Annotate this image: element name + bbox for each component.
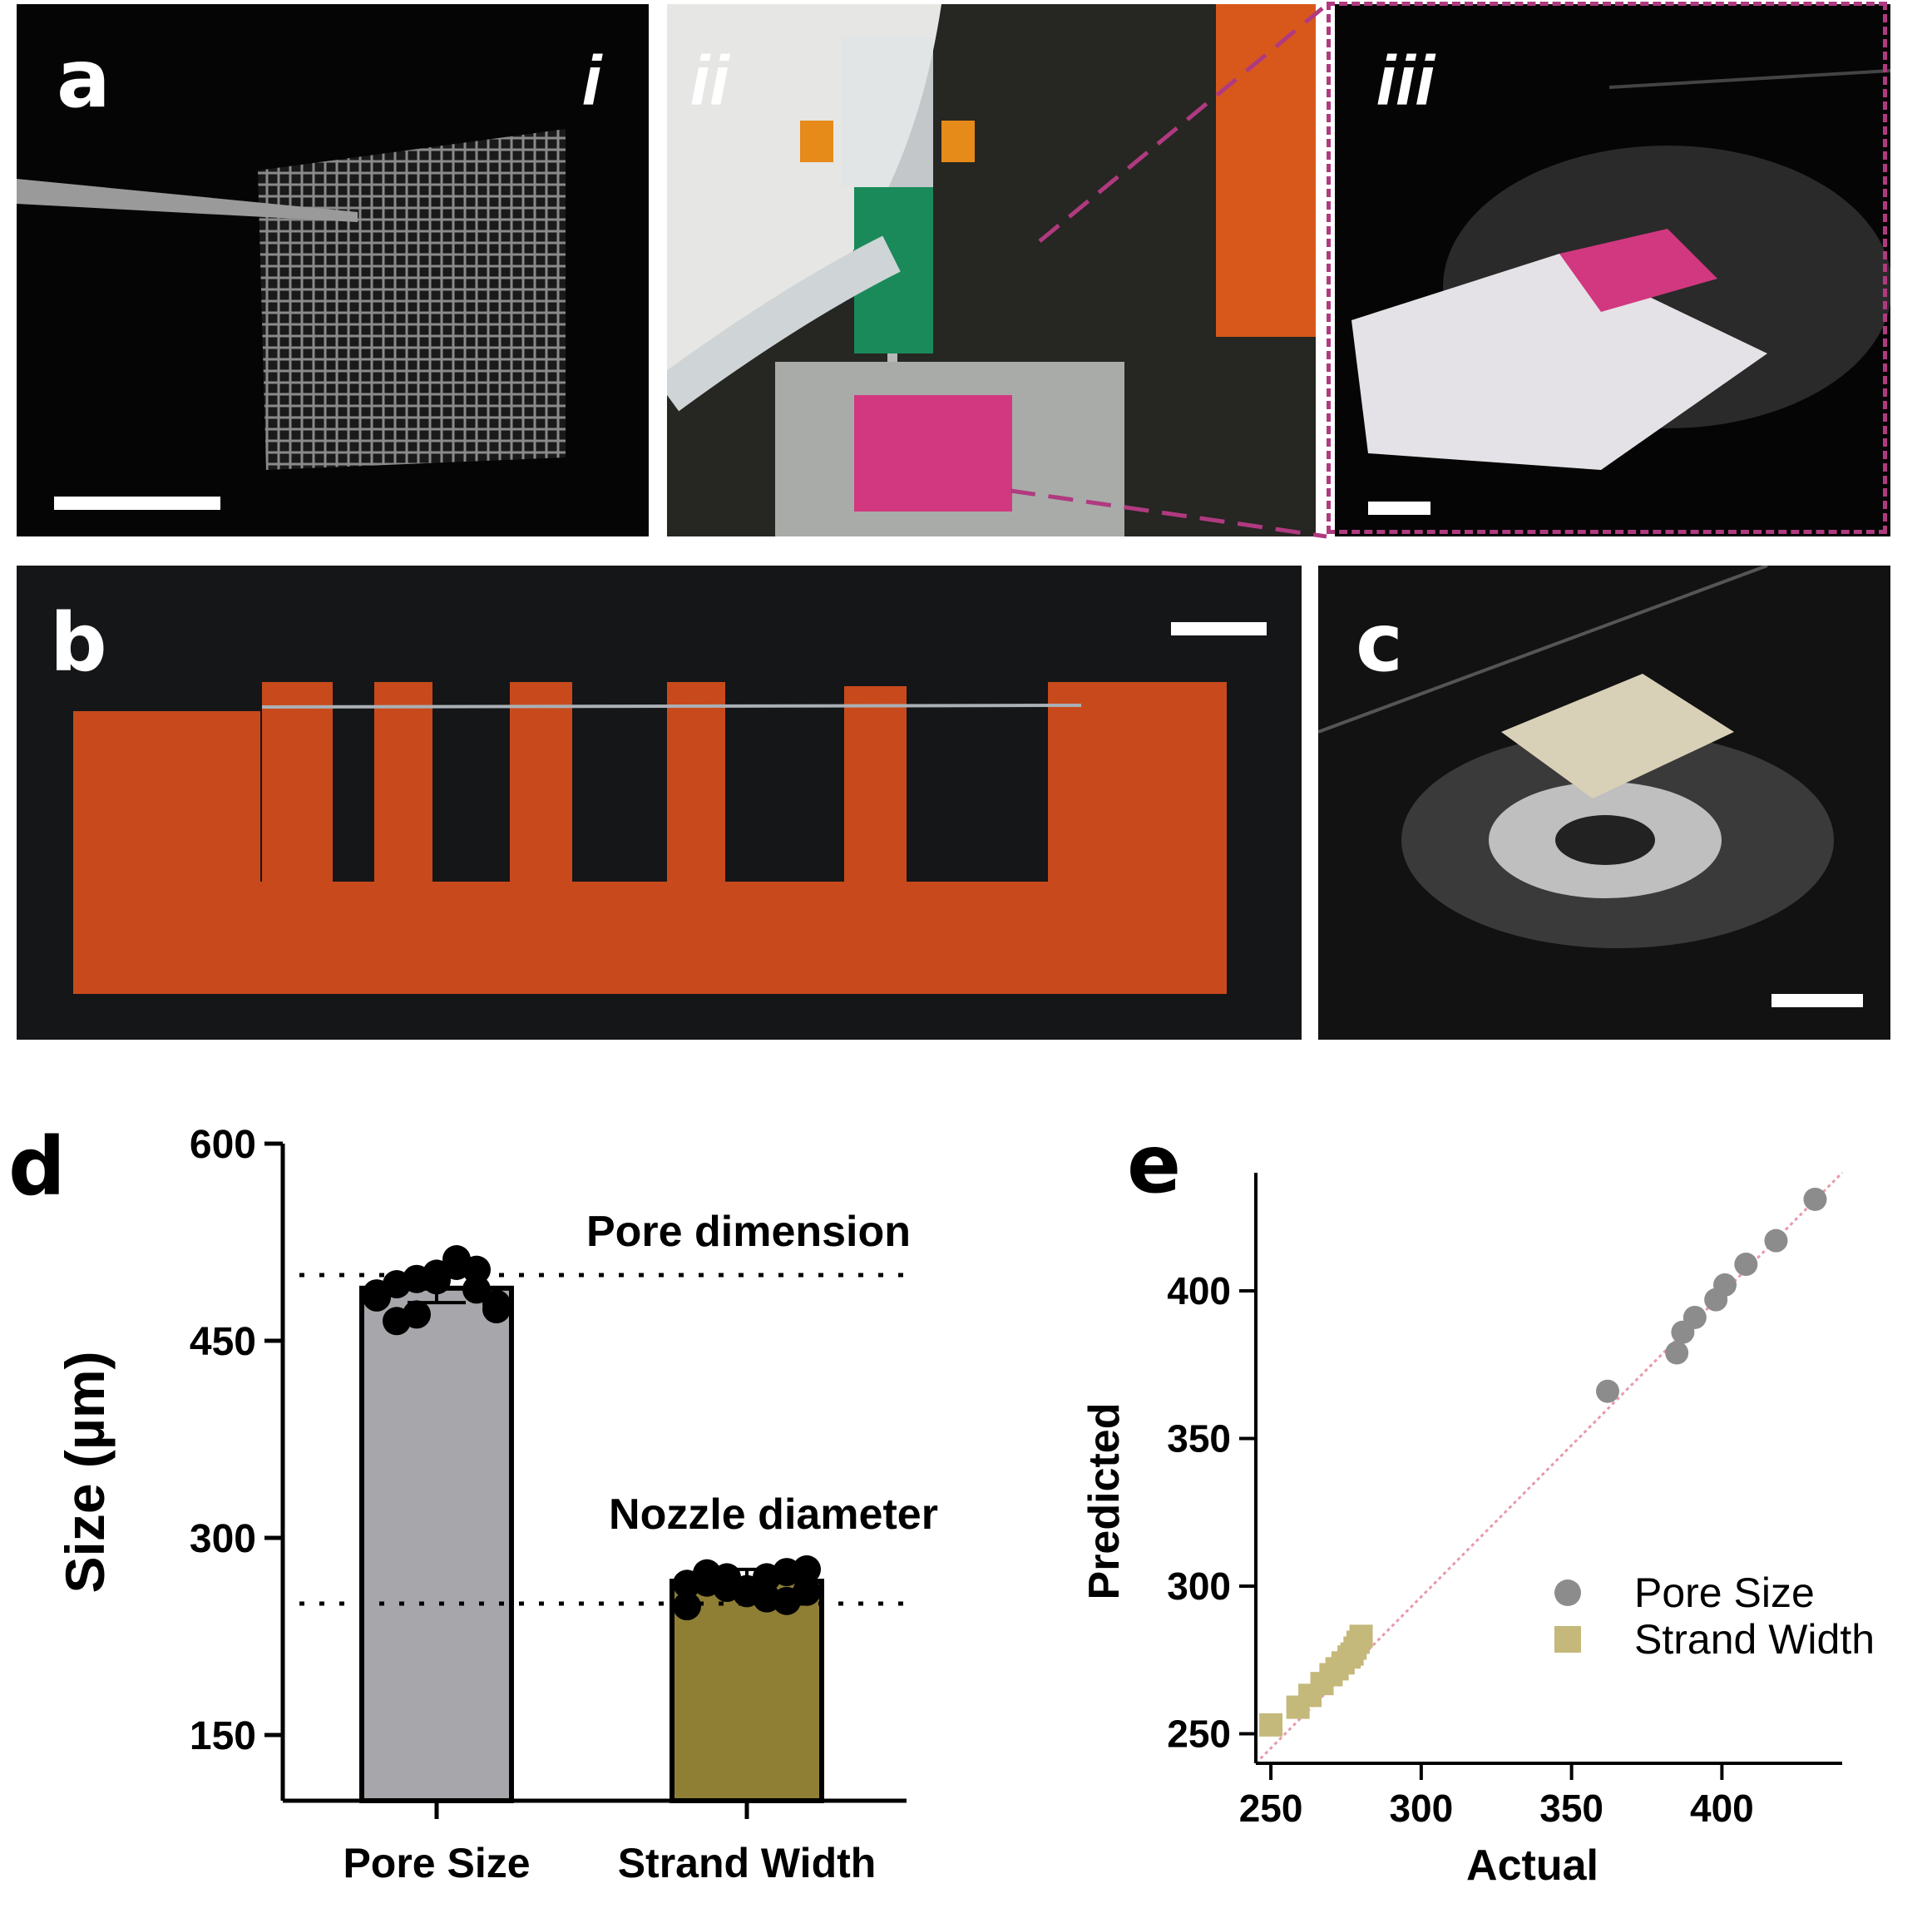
scale-bar	[1771, 994, 1863, 1007]
panel-sublabel-ii: ii	[690, 42, 729, 120]
y-axis-label: Size (µm)	[54, 1351, 116, 1593]
legend-marker-pore-size	[1554, 1579, 1581, 1606]
data-point	[422, 1266, 451, 1295]
panel-label-b: b	[50, 596, 107, 690]
bioprinter-illustration	[667, 4, 1316, 536]
strand-width-point	[1349, 1624, 1373, 1649]
photo-gel-on-microscope: iii	[1335, 4, 1890, 536]
strand-width-point	[1259, 1713, 1283, 1737]
panel-label-e: e	[1127, 1118, 1182, 1211]
sample-holder	[1351, 254, 1767, 470]
y-tick-label: 350	[1167, 1417, 1231, 1461]
x-axis-label: Actual	[1466, 1841, 1598, 1890]
scale-bar	[1368, 502, 1430, 515]
photo-bioprinter-nozzle: ii	[667, 4, 1316, 536]
y-tick-label: 250	[1167, 1713, 1231, 1756]
pore-size-point	[1596, 1379, 1619, 1403]
y-tick-label: 400	[1167, 1269, 1231, 1312]
data-point	[793, 1577, 821, 1606]
pore-size-point	[1764, 1228, 1788, 1253]
reference-label: Nozzle diameter	[609, 1490, 938, 1539]
panel-sublabel-iii: iii	[1376, 42, 1435, 120]
x-tick-label: Strand Width	[618, 1840, 877, 1886]
pore-size-point	[1734, 1253, 1758, 1277]
scale-bar	[54, 497, 220, 510]
legend-marker-strand-width	[1554, 1626, 1581, 1653]
clip-left	[800, 121, 833, 162]
tweezer-tip	[17, 179, 358, 222]
y-tick-label: 450	[190, 1320, 256, 1364]
data-point	[363, 1279, 391, 1308]
panel-label-c: c	[1356, 596, 1403, 690]
data-point	[462, 1255, 491, 1284]
photo-scaffold-tweezers: a i	[17, 4, 649, 536]
microscope-illustration	[1351, 69, 1890, 470]
chart-d: 150 300 450 600 Size (µm) Pore Size Strand Wid…	[54, 1123, 938, 1886]
x-tick-label: 350	[1539, 1787, 1603, 1830]
scale-bar	[1171, 622, 1267, 635]
base	[73, 882, 1227, 994]
panel-label-a: a	[57, 32, 111, 126]
y-tick-label: 600	[190, 1123, 256, 1167]
photo-scaffold-on-lens: c	[1318, 566, 1890, 1040]
panel-label-d: d	[8, 1120, 66, 1214]
data-point	[462, 1275, 491, 1304]
reference-label: Pore dimension	[586, 1208, 911, 1256]
y-tick-label: 300	[190, 1517, 256, 1561]
printed-filament	[261, 704, 1082, 709]
legend-label-pore-size: Pore Size	[1634, 1569, 1815, 1616]
tube	[667, 235, 901, 412]
structure-illustration	[17, 566, 1302, 1040]
bar-pore-size	[359, 1285, 514, 1804]
syringe-adapter	[842, 37, 933, 187]
legend-label-strand-width: Strand Width	[1634, 1616, 1875, 1663]
data-point	[482, 1295, 511, 1324]
pore-size-point	[1682, 1305, 1707, 1329]
pore-size-point	[1803, 1187, 1827, 1211]
y-tick-label: 150	[190, 1714, 256, 1758]
x-tick-label: 300	[1389, 1787, 1453, 1830]
data-point	[673, 1592, 701, 1621]
panel-sublabel-i: i	[582, 42, 602, 120]
pink-gel	[1559, 229, 1717, 312]
y-axis-label: Predicted	[1080, 1403, 1129, 1600]
photo-orange-test-structure: b	[17, 566, 1302, 1040]
printer-arm	[1216, 4, 1316, 337]
data-point	[753, 1584, 781, 1613]
y-tick-label: 300	[1167, 1565, 1231, 1608]
data-point	[773, 1558, 801, 1587]
zoom-connector-lines	[1010, 7, 1327, 539]
bar-strand-width	[670, 1579, 824, 1803]
x-tick-label: 400	[1690, 1787, 1754, 1830]
white-scaffold	[1501, 674, 1734, 798]
pore-size-point	[1713, 1273, 1737, 1297]
x-tick-label: 250	[1239, 1787, 1303, 1830]
clip-right	[941, 121, 975, 162]
printed-gel	[854, 395, 1012, 512]
lens-illustration	[1318, 566, 1890, 1040]
zoom-highlight-box	[1327, 2, 1887, 534]
data-point	[403, 1300, 431, 1329]
scaffold-illustration	[17, 129, 566, 470]
chart-e: 250 300 350 400 250 300 350 400 Actual Predicted P…	[1080, 1171, 1875, 1890]
x-tick-label: Pore Size	[343, 1840, 530, 1886]
pore-size-point	[1665, 1341, 1689, 1365]
